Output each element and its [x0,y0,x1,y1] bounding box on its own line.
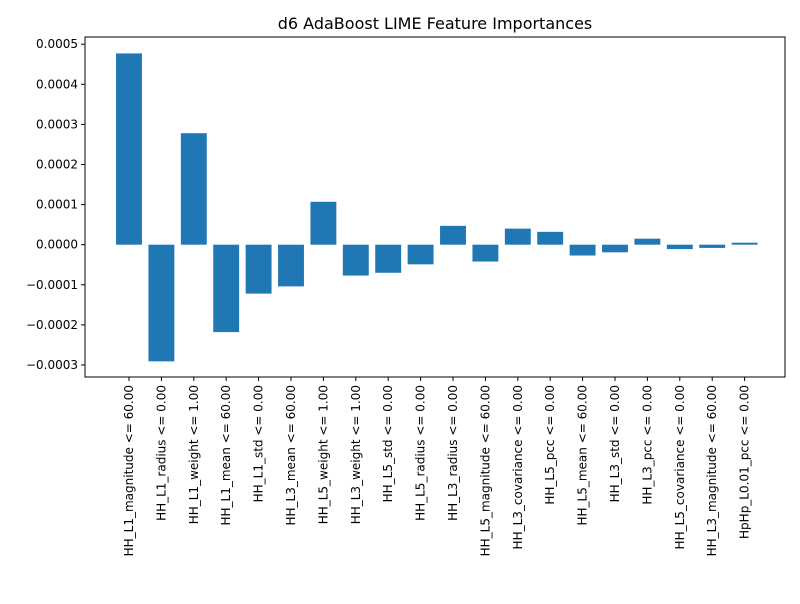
bar [699,244,726,248]
y-tick-label: 0.0002 [36,158,78,172]
x-tick-label: HH_L1_mean <= 60.00 [219,385,233,526]
x-tick-label: HH_L5_magnitude <= 60.00 [478,385,492,556]
plot-frame [84,36,786,378]
bar [148,244,175,362]
x-tick-label: HH_L5_weight <= 1.00 [316,385,330,524]
x-tick-label: HH_L1_magnitude <= 60.00 [122,385,136,556]
bar [245,244,272,294]
bar [569,244,596,256]
x-tick-label: HH_L3_std <= 0.00 [608,385,622,502]
x-tick-label: HH_L3_radius <= 0.00 [446,385,460,521]
x-tick-label: HH_L3_magnitude <= 60.00 [705,385,719,556]
x-tick-label: HH_L3_weight <= 1.00 [349,385,363,524]
bars-layer [116,53,758,362]
bar [472,244,499,262]
bar [634,238,661,245]
bar [602,244,628,253]
chart-title: d6 AdaBoost LIME Feature Importances [278,14,593,33]
bar [731,242,758,245]
y-tick-label: −0.0002 [26,318,78,332]
x-tick-label: HpHp_L0.01_pcc <= 0.00 [738,385,752,539]
x-tick-label: HH_L5_mean <= 60.00 [576,385,590,526]
bar [537,231,564,245]
bar [375,244,402,273]
x-tick-label: HH_L5_pcc <= 0.00 [543,385,557,505]
y-tick-label: −0.0001 [26,278,78,292]
y-tick-label: 0.0003 [36,117,78,131]
y-tick-label: 0.0005 [36,37,78,51]
x-tick-label: HH_L1_std <= 0.00 [252,385,266,502]
y-tick-label: −0.0003 [26,358,78,372]
x-tick-label: HH_L5_radius <= 0.00 [414,385,428,521]
x-tick-label: HH_L1_radius <= 0.00 [154,385,168,521]
x-tick-label: HH_L1_weight <= 1.00 [187,385,201,524]
bar [504,228,531,245]
bar [666,244,693,250]
y-tick-label: 0.0004 [36,77,78,91]
y-tick-label: 0.0001 [36,198,78,212]
bar [407,244,434,265]
bar [440,225,466,245]
x-tick-label: HH_L3_pcc <= 0.00 [640,385,654,505]
x-tick-label: HH_L5_covariance <= 0.00 [673,385,687,549]
x-axis: HH_L1_magnitude <= 60.00 HH_L1_radius <= … [122,377,752,556]
bar [213,244,240,333]
y-tick-label: 0.0000 [36,238,78,252]
bar [180,133,207,245]
bar [310,201,337,245]
bar [278,244,304,287]
bar [342,244,369,276]
bar [116,53,142,245]
x-tick-label: HH_L3_mean <= 60.00 [284,385,298,526]
x-tick-label: HH_L5_std <= 0.00 [381,385,395,502]
x-tick-label: HH_L3_covariance <= 0.00 [511,385,525,549]
y-axis: −0.0003 −0.0002 −0.0001 0.0000 0.0001 0.0002 0… [26,37,85,372]
